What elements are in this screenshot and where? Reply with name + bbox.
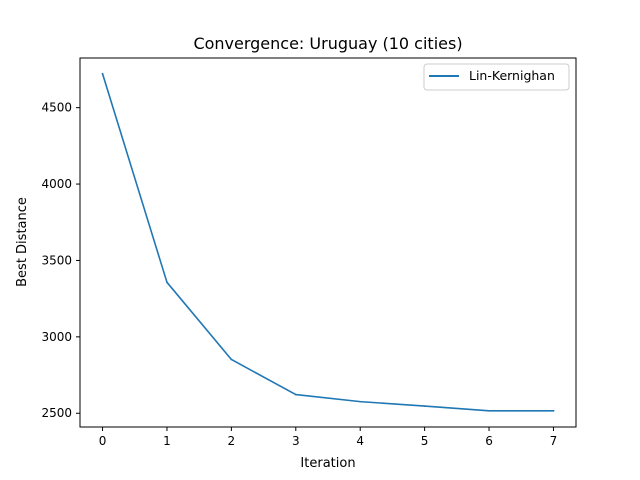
x-axis-label: Iteration xyxy=(300,456,355,471)
y-axis-label: Best Distance xyxy=(15,197,30,287)
data-point xyxy=(230,358,233,361)
data-point xyxy=(101,72,104,75)
x-tick-label: 5 xyxy=(421,434,429,448)
legend-frame xyxy=(423,63,570,91)
x-tick-label: 7 xyxy=(550,434,558,448)
x-tick-label: 3 xyxy=(292,434,300,448)
series-line-lin-kernighan xyxy=(101,72,555,412)
x-tick-label: 0 xyxy=(99,434,107,448)
plot-frame xyxy=(79,57,577,428)
data-point xyxy=(423,405,426,407)
x-tick-label: 4 xyxy=(356,434,364,448)
plot-background xyxy=(80,58,576,427)
y-tick-label: 3500 xyxy=(41,253,72,267)
y-axis-ticks: 2500 3000 3500 4000 4500 xyxy=(41,101,80,420)
data-point xyxy=(166,281,168,284)
data-point xyxy=(552,410,555,412)
data-point xyxy=(488,410,490,412)
x-tick-label: 6 xyxy=(485,434,493,448)
y-tick-label: 4000 xyxy=(41,177,72,191)
x-tick-label: 2 xyxy=(228,434,236,448)
y-tick-label: 3000 xyxy=(41,330,72,344)
y-tick-label: 4500 xyxy=(41,101,72,115)
y-tick-label: 2500 xyxy=(41,406,72,420)
x-tick-label: 1 xyxy=(163,434,171,448)
series-layer xyxy=(101,72,555,412)
legend-label-lin-kernighan: Lin-Kernighan xyxy=(469,68,555,83)
chart-title: Convergence: Uruguay (10 cities) xyxy=(193,34,462,53)
legend: Lin-Kernighan xyxy=(423,63,570,91)
x-axis-ticks: 0 1 2 3 4 5 6 7 xyxy=(99,427,558,448)
data-point xyxy=(359,400,362,403)
plot-area xyxy=(80,58,576,427)
data-point xyxy=(294,393,297,396)
